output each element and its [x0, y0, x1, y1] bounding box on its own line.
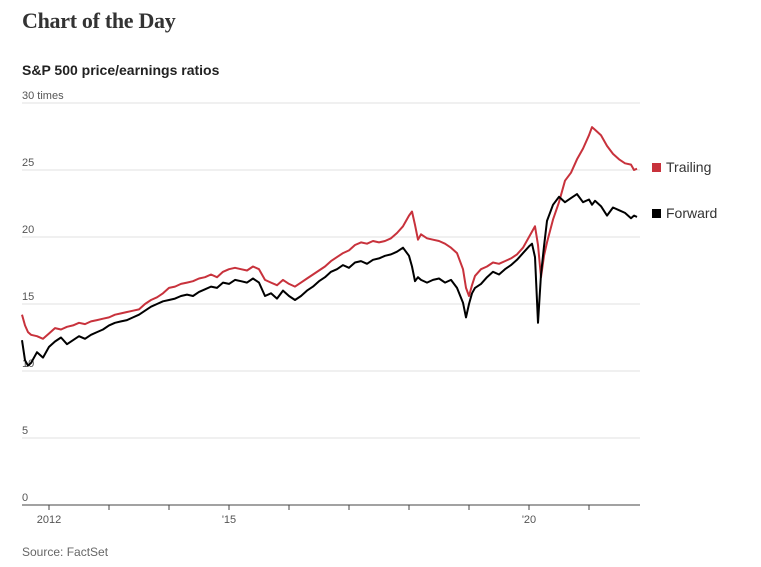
source-note: Source: FactSet [22, 545, 109, 559]
chart-of-the-day-title: Chart of the Day [22, 8, 176, 33]
y-tick-label-5: 5 [22, 425, 28, 437]
y-tick-label-30: 30 times [22, 90, 64, 102]
y-tick-label-25: 25 [22, 157, 34, 169]
y-tick-label-20: 20 [22, 224, 34, 236]
legend-label-trailing: Trailing [666, 159, 711, 175]
series-line-forward [21, 193, 638, 367]
legend-swatch-forward [652, 209, 661, 218]
x-tick-label-2020: '20 [522, 514, 536, 526]
chart-title: S&P 500 price/earnings ratios [22, 62, 220, 78]
x-tick-label-2012: 2012 [37, 514, 61, 526]
legend: Trailing Forward [652, 159, 717, 221]
x-axis: 2012 '15 '20 [22, 504, 640, 526]
x-tick-label-2015: '15 [222, 514, 236, 526]
grid-lines [22, 102, 640, 439]
series-lines [21, 126, 638, 367]
legend-swatch-trailing [652, 163, 661, 172]
y-tick-label-15: 15 [22, 291, 34, 303]
y-tick-label-0: 0 [22, 492, 28, 504]
legend-label-forward: Forward [666, 205, 717, 221]
